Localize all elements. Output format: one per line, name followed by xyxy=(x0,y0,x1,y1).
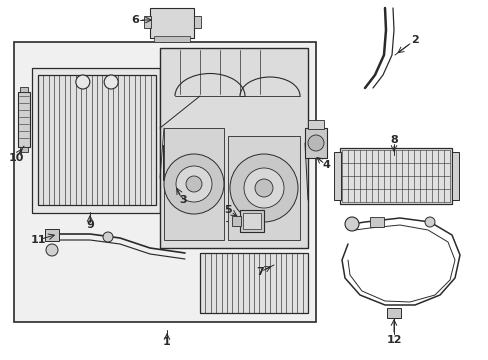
Text: 9: 9 xyxy=(86,220,94,230)
Bar xyxy=(14,42,315,322)
Circle shape xyxy=(76,75,90,89)
Circle shape xyxy=(176,166,212,202)
Bar xyxy=(143,16,151,28)
Circle shape xyxy=(103,232,113,242)
Bar xyxy=(305,128,326,158)
Text: 6: 6 xyxy=(131,15,139,25)
Bar xyxy=(160,48,307,248)
Bar xyxy=(333,152,340,200)
Bar xyxy=(45,229,59,241)
Text: 11: 11 xyxy=(30,235,46,245)
Circle shape xyxy=(307,135,324,151)
Circle shape xyxy=(244,168,284,208)
Bar xyxy=(38,75,156,205)
Bar xyxy=(451,152,458,200)
Circle shape xyxy=(229,154,297,222)
Bar xyxy=(154,36,190,42)
Text: 2: 2 xyxy=(410,35,418,45)
Bar xyxy=(240,210,264,232)
Bar xyxy=(243,213,261,229)
Bar xyxy=(227,136,299,240)
Bar xyxy=(386,308,400,318)
Text: 4: 4 xyxy=(322,160,329,170)
Text: 8: 8 xyxy=(389,135,397,145)
Text: 1: 1 xyxy=(163,337,170,347)
Circle shape xyxy=(163,154,224,214)
Text: 10: 10 xyxy=(8,153,23,163)
Circle shape xyxy=(424,217,434,227)
Bar xyxy=(194,16,201,28)
Bar xyxy=(339,148,451,204)
Text: 5: 5 xyxy=(224,205,231,215)
Bar xyxy=(20,87,28,92)
Circle shape xyxy=(104,75,118,89)
Text: 3: 3 xyxy=(179,195,186,205)
Circle shape xyxy=(185,176,202,192)
Bar xyxy=(163,145,191,180)
Text: 7: 7 xyxy=(256,267,264,277)
Bar xyxy=(200,253,307,313)
Bar xyxy=(32,68,160,213)
Circle shape xyxy=(46,244,58,256)
Bar xyxy=(369,217,383,227)
Circle shape xyxy=(254,179,272,197)
Bar xyxy=(20,147,28,152)
Bar xyxy=(167,149,186,176)
Circle shape xyxy=(345,217,358,231)
Bar xyxy=(163,128,224,240)
Bar xyxy=(307,120,324,129)
Bar xyxy=(18,92,30,147)
Bar xyxy=(150,8,194,38)
Bar xyxy=(231,216,241,226)
Text: 12: 12 xyxy=(386,335,401,345)
